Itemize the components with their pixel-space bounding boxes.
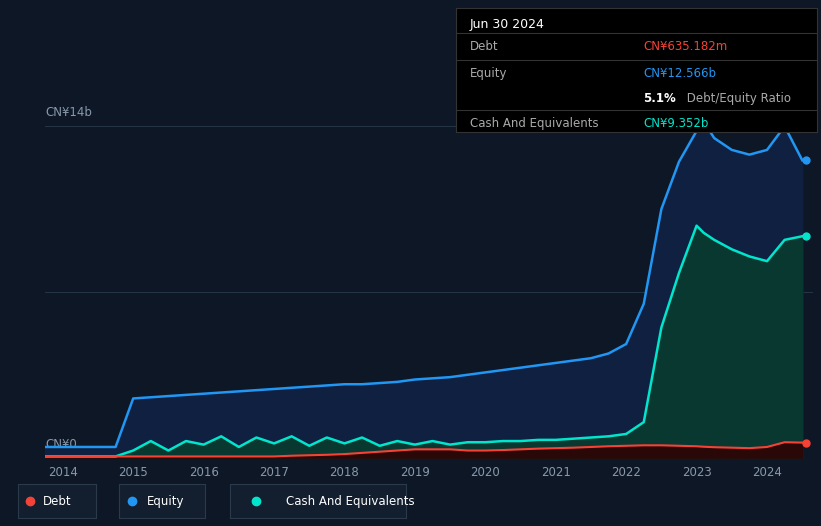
Text: CN¥0: CN¥0	[45, 438, 77, 450]
Text: CN¥14b: CN¥14b	[45, 106, 92, 119]
Text: Jun 30 2024: Jun 30 2024	[470, 18, 545, 31]
Text: 5.1%: 5.1%	[644, 92, 677, 105]
Text: CN¥9.352b: CN¥9.352b	[644, 117, 709, 130]
Text: Equity: Equity	[147, 494, 184, 508]
Text: Debt: Debt	[470, 40, 498, 53]
Text: Equity: Equity	[470, 67, 507, 80]
Text: CN¥635.182m: CN¥635.182m	[644, 40, 727, 53]
Text: Cash And Equivalents: Cash And Equivalents	[470, 117, 599, 130]
Text: Debt: Debt	[43, 494, 71, 508]
Text: Debt/Equity Ratio: Debt/Equity Ratio	[683, 92, 791, 105]
Text: Cash And Equivalents: Cash And Equivalents	[287, 494, 415, 508]
Text: CN¥12.566b: CN¥12.566b	[644, 67, 717, 80]
